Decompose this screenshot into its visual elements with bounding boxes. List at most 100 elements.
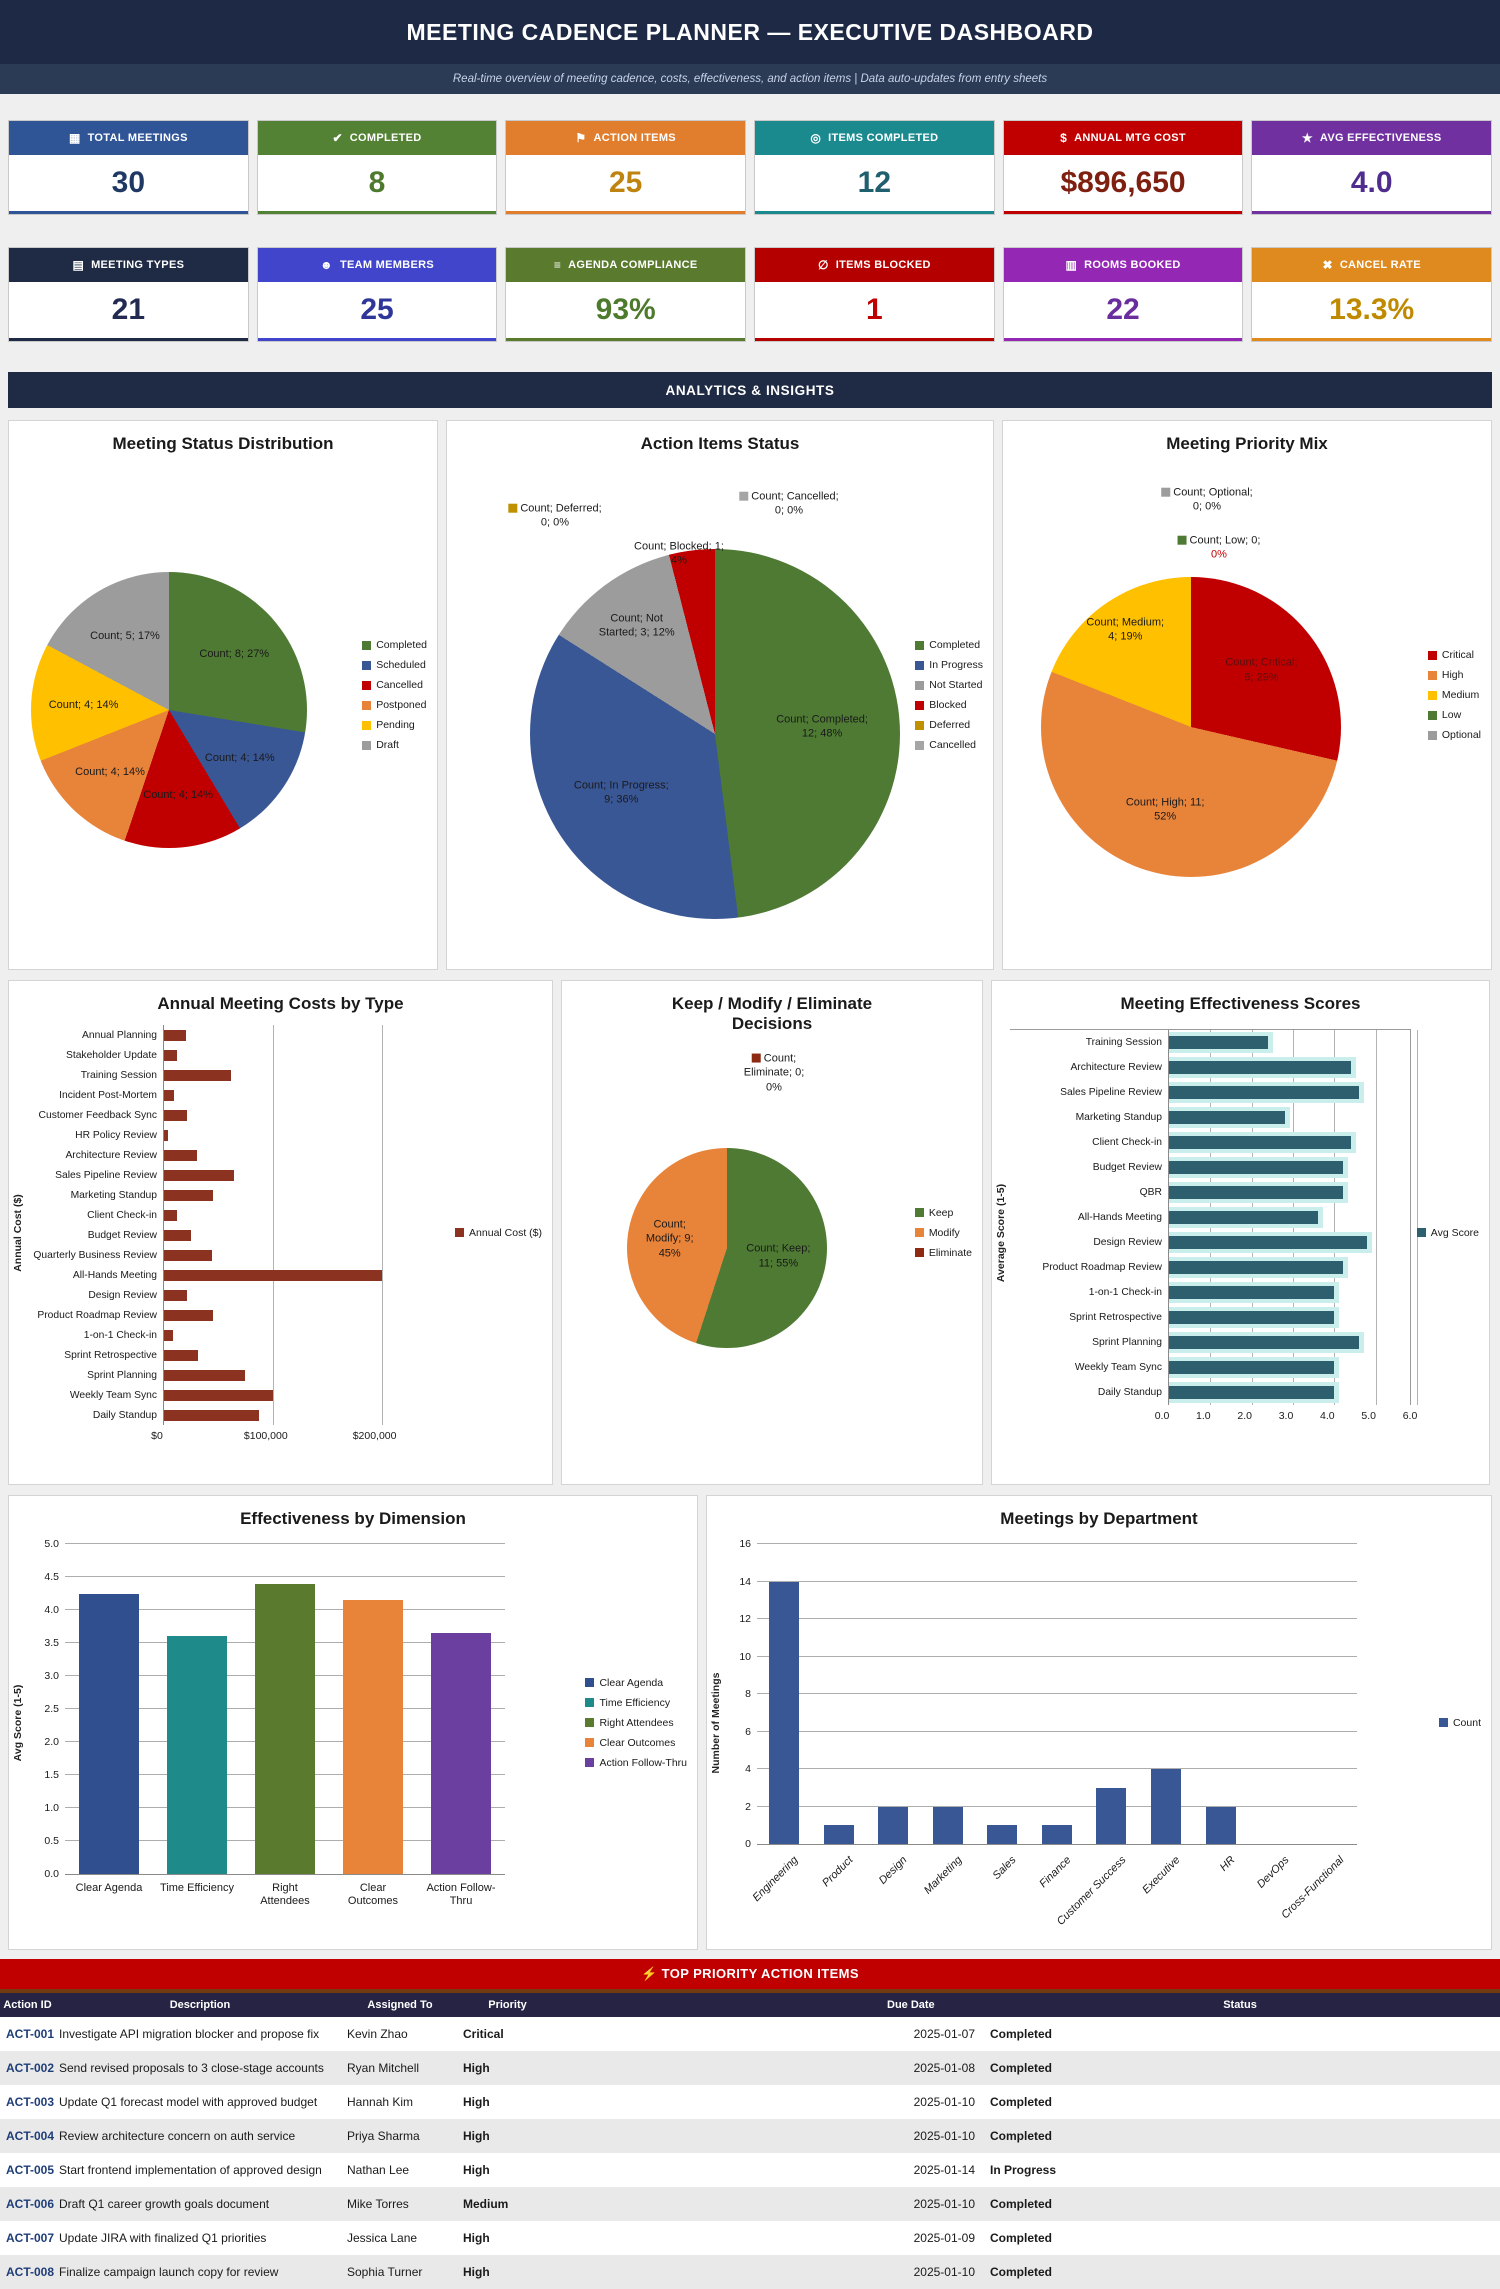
legend-swatch xyxy=(362,640,372,650)
category-label: Design Review xyxy=(1093,1237,1162,1248)
status-cell: Completed xyxy=(990,2027,1053,2041)
description-cell: Investigate API migration blocker and pr… xyxy=(59,2027,320,2041)
gridline xyxy=(1417,1280,1418,1305)
legend-label: Critical xyxy=(1441,649,1474,661)
bar-row: Weekly Team Sync xyxy=(1010,1355,1418,1380)
category-label: Marketing Standup xyxy=(70,1189,157,1201)
bar xyxy=(1169,1336,1360,1349)
bar-slot xyxy=(1030,1544,1085,1844)
gridline xyxy=(272,1245,274,1265)
bar xyxy=(1169,1211,1318,1224)
document-lines-icon: ≡ xyxy=(553,258,562,272)
kpi-label: AVG EFFECTIVENESS xyxy=(1319,132,1442,144)
legend-swatch xyxy=(915,740,925,750)
category-label: Sprint Planning xyxy=(87,1369,157,1381)
legend-swatch xyxy=(914,1228,924,1237)
bar-row: Daily Standup xyxy=(29,1405,436,1425)
pie xyxy=(1041,576,1341,877)
data-label: Count; Low; 0; 0% xyxy=(1177,533,1260,562)
x-tick: 2.0 xyxy=(1237,1410,1252,1422)
bar xyxy=(164,1269,382,1281)
priority-cell: High xyxy=(463,2265,490,2279)
legend-item: Not Started xyxy=(915,679,983,691)
bar-track xyxy=(163,1105,436,1125)
column-header-due-date: Due Date xyxy=(887,1999,935,2011)
legend-label: Modify xyxy=(928,1226,960,1239)
y-tick: 1.5 xyxy=(44,1769,59,1781)
gridline xyxy=(272,1065,274,1085)
bar-track xyxy=(163,1325,436,1345)
due-date-cell: 2025-01-10 xyxy=(913,2197,975,2211)
legend-label: Keep xyxy=(928,1206,954,1219)
x-category-label: Marketing xyxy=(921,1854,965,1897)
category-label: QBR xyxy=(1139,1187,1162,1198)
data-label: Count; Cancelled; 0; 0% xyxy=(739,489,839,518)
y-tick: 0.5 xyxy=(44,1835,59,1847)
column-header-assigned-to: Assigned To xyxy=(367,1999,433,2011)
gridline xyxy=(1375,1230,1377,1255)
y-tick: 2.5 xyxy=(44,1703,59,1715)
x-tick: 6.0 xyxy=(1402,1410,1418,1422)
legend-item: Avg Score xyxy=(1416,1227,1479,1239)
gridline xyxy=(1375,1280,1377,1305)
kpi-header: ▦ TOTAL MEETINGS xyxy=(9,121,248,155)
description-cell: Review architecture concern on auth serv… xyxy=(59,2129,296,2143)
y-tick: 3.0 xyxy=(44,1670,59,1682)
bar-row: Annual Planning xyxy=(29,1025,436,1045)
legend-swatch xyxy=(362,700,372,710)
gridline xyxy=(1417,1230,1418,1255)
assigned-to-cell: Jessica Lane xyxy=(347,2231,418,2245)
y-tick: 12 xyxy=(739,1613,751,1625)
action-id-cell: ACT-007 xyxy=(6,2231,55,2245)
x-category-label: Design xyxy=(877,1854,910,1887)
bar-slot xyxy=(1084,1544,1139,1844)
table-row: ACT-004 Review architecture concern on au… xyxy=(0,2119,1500,2153)
money-bag-icon: $ xyxy=(1060,131,1068,145)
priority-cell: High xyxy=(463,2095,490,2109)
kpi-header: ▥ ROOMS BOOKED xyxy=(1003,248,1243,282)
bar xyxy=(79,1593,139,1874)
kpi-value: 22 xyxy=(1003,282,1243,341)
legend-swatch xyxy=(1438,1718,1448,1727)
bar xyxy=(164,1149,197,1161)
bar xyxy=(164,1309,213,1321)
kpi-header: ∅ ITEMS BLOCKED xyxy=(755,248,994,282)
gridline xyxy=(757,1655,1357,1657)
category-label: Sales Pipeline Review xyxy=(1060,1087,1162,1098)
bar-row: Sales Pipeline Review xyxy=(29,1165,436,1185)
status-cell: Completed xyxy=(990,2265,1053,2279)
data-label: Count; 4; 14% xyxy=(48,698,119,711)
bar xyxy=(164,1129,169,1141)
bar-track xyxy=(163,1085,436,1105)
legend-item: Count xyxy=(1438,1717,1481,1729)
action-id-cell: ACT-003 xyxy=(6,2095,55,2109)
x-tick: 1.0 xyxy=(1196,1410,1211,1422)
kpi-card-items-completed: ◎ ITEMS COMPLETED 12 xyxy=(754,120,995,215)
check-icon: ✔ xyxy=(332,131,343,145)
bar xyxy=(1041,1825,1072,1844)
x-axis: Engineering Product Design Marketing Sales Fi… xyxy=(751,1848,1357,1968)
kpi-value: 13.3% xyxy=(1252,282,1492,341)
bar xyxy=(1169,1361,1335,1374)
legend-item: Action Follow-Thru xyxy=(585,1757,687,1769)
kpi-header: ▤ MEETING TYPES xyxy=(9,248,248,282)
gridline xyxy=(1334,1205,1336,1230)
gridline xyxy=(272,1125,274,1145)
due-date-cell: 2025-01-10 xyxy=(913,2129,975,2143)
gridline xyxy=(1417,1180,1418,1205)
gridline xyxy=(1375,1130,1377,1155)
kpi-row-1: ▦ TOTAL MEETINGS 30 ✔ COMPLETED 8 ⚑ ACTION ITEM… xyxy=(8,120,1493,215)
chart-legend: Count xyxy=(1438,1717,1481,1729)
y-tick: 2 xyxy=(745,1800,751,1813)
category-label: Daily Standup xyxy=(1097,1387,1162,1398)
bar xyxy=(1169,1111,1285,1124)
description-cell: Draft Q1 career growth goals document xyxy=(59,2197,270,2211)
bar-track xyxy=(163,1205,436,1225)
y-tick: 3.5 xyxy=(44,1637,59,1649)
action-items-table: ACT-001 Investigate API migration blocker… xyxy=(0,2017,1500,2289)
gridline xyxy=(381,1025,383,1045)
legend-item: In Progress xyxy=(915,659,983,671)
gridline xyxy=(757,1580,1357,1582)
table-row: ACT-006 Draft Q1 career growth goals docu… xyxy=(0,2187,1500,2221)
category-label: Customer Feedback Sync xyxy=(38,1109,157,1121)
